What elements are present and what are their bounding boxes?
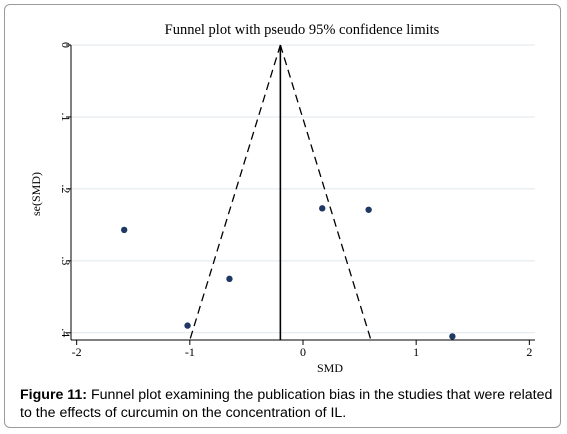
x-tick-label: 2	[526, 345, 532, 359]
chart-title: Funnel plot with pseudo 95% confidence l…	[165, 22, 440, 38]
funnel-plot: Funnel plot with pseudo 95% confidence l…	[29, 22, 535, 375]
x-tick-label: -2	[72, 345, 82, 359]
grid-lines	[71, 44, 535, 334]
y-tick-label: .3	[59, 256, 73, 265]
y-tick-label: 0	[59, 42, 73, 48]
y-axis-label: se(SMD)	[29, 172, 43, 216]
lower-confidence-limit	[189, 44, 281, 341]
figure-caption: Figure 11: Funnel plot examining the pub…	[20, 386, 555, 422]
figure-frame	[4, 4, 561, 428]
data-point	[226, 275, 233, 283]
y-tick-label: .1	[59, 112, 73, 121]
caption-label: Figure 11:	[20, 387, 88, 403]
data-point	[365, 206, 372, 213]
data-point	[319, 205, 326, 212]
data-point	[120, 226, 128, 234]
y-tick-label: .2	[59, 184, 73, 193]
confidence-limits	[189, 44, 372, 341]
x-tick-label: 1	[413, 345, 419, 359]
y-tick-label: .4	[59, 328, 73, 337]
data-points	[120, 205, 456, 340]
x-axis-label: SMD	[317, 361, 343, 375]
caption-text: Funnel plot examining the publication bi…	[20, 387, 553, 421]
data-point	[449, 333, 456, 340]
data-point	[184, 322, 191, 329]
x-tick-label: -1	[185, 345, 195, 359]
axes: 0 .1 .2 .3 .4 -2 -1 0 1 2	[59, 42, 535, 359]
upper-confidence-limit	[279, 44, 372, 341]
x-tick-label: 0	[300, 345, 306, 359]
